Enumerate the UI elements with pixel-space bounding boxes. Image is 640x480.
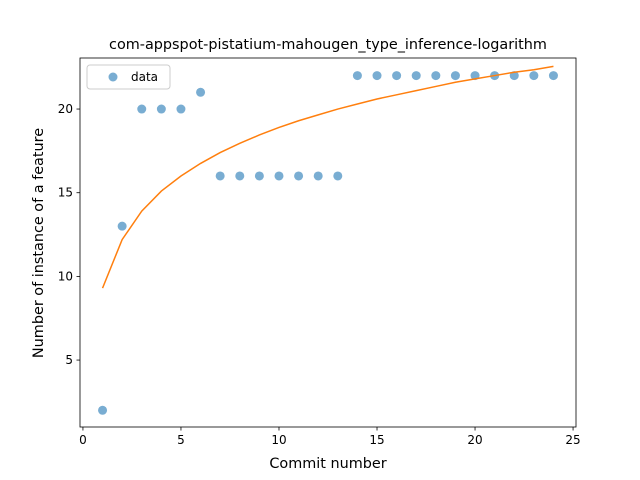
x-tick-label: 5 xyxy=(177,433,185,447)
x-tick-label: 20 xyxy=(467,433,482,447)
data-point xyxy=(137,104,147,114)
data-point xyxy=(431,71,441,81)
y-tick-label: 10 xyxy=(58,269,73,283)
y-tick-label: 5 xyxy=(65,353,73,367)
y-axis: 5 10 15 20 xyxy=(58,102,80,367)
data-point xyxy=(215,171,225,181)
data-point xyxy=(156,104,166,114)
data-point xyxy=(274,171,284,181)
data-point xyxy=(98,405,108,415)
y-axis-label: Number of instance of a feature xyxy=(31,128,47,358)
data-point xyxy=(254,171,264,181)
data-point xyxy=(313,171,323,181)
data-point xyxy=(372,71,382,81)
x-tick-label: 10 xyxy=(271,433,286,447)
legend-label-data: data xyxy=(131,70,158,84)
data-point xyxy=(548,71,558,81)
legend-box xyxy=(86,64,171,90)
x-tick-label: 25 xyxy=(565,433,580,447)
legend: data xyxy=(86,64,171,90)
data-point xyxy=(411,71,421,81)
plot-frame xyxy=(79,57,577,428)
x-tick-label: 15 xyxy=(369,433,384,447)
y-tick-label: 15 xyxy=(58,186,73,200)
y-tick-label: 20 xyxy=(58,102,73,116)
x-axis-label: Commit number xyxy=(269,456,386,472)
data-point xyxy=(392,71,402,81)
data-point xyxy=(450,71,460,81)
chart-title: com-appspot-pistatium-mahougen_type_infe… xyxy=(109,37,547,53)
data-point xyxy=(176,104,186,114)
x-axis: 0 5 10 15 20 25 xyxy=(79,427,581,447)
data-point xyxy=(294,171,304,181)
data-point xyxy=(352,71,362,81)
data-point xyxy=(235,171,245,181)
data-point xyxy=(529,71,539,81)
data-point xyxy=(117,221,127,231)
fit-line xyxy=(101,65,554,289)
plot-area xyxy=(98,65,558,415)
legend-marker-data xyxy=(108,72,118,82)
x-tick-label: 0 xyxy=(79,433,87,447)
data-point xyxy=(333,171,343,181)
data-point xyxy=(196,87,206,97)
